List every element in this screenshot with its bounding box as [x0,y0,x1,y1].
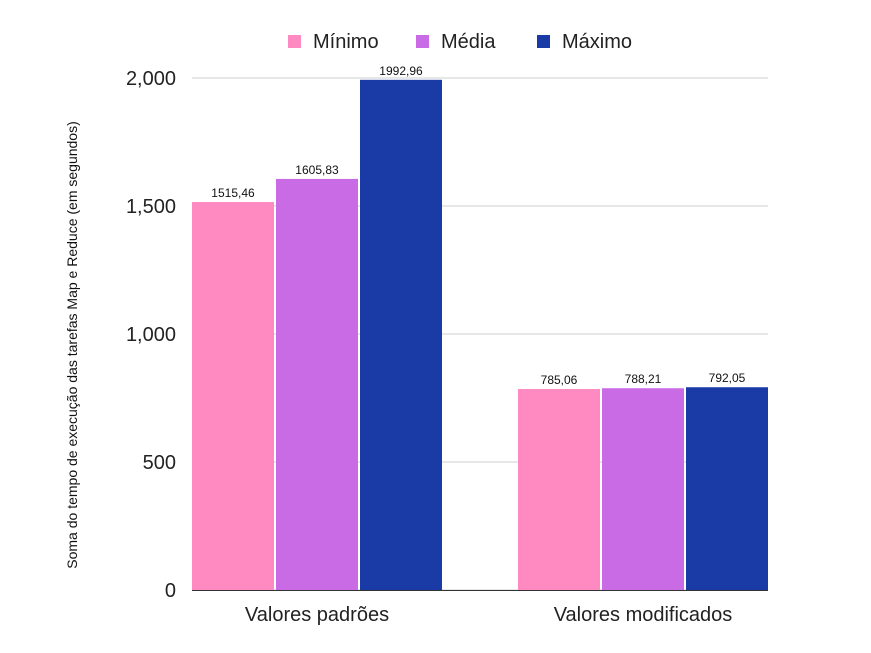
bar-value-label: 788,21 [625,372,662,386]
y-tick-label: 0 [165,580,176,602]
legend-swatch [288,35,301,48]
data-labels: 1515,46 1605,83 1992,96 785,06 788,21 792,05 [211,64,745,387]
bar-média [276,178,358,590]
bars [192,79,768,590]
bar-mínimo [518,389,600,590]
y-tick-label: 2,000 [126,68,176,90]
bar-value-label: 785,06 [541,373,578,387]
y-axis-title: Soma do tempo de execução das tarefas Ma… [64,121,80,568]
y-tick-label: 500 [143,452,176,474]
bar-máximo [360,79,442,590]
bar-value-label: 792,05 [709,371,746,385]
bar-value-label: 1515,46 [211,186,255,200]
axes: 0 500 1,000 1,500 2,000 Valores padrões Valore… [126,68,768,626]
bar-mínimo [192,202,274,590]
y-tick-label: 1,500 [126,196,176,218]
x-category-label: Valores padrões [245,604,389,626]
x-category-label: Valores modificados [554,604,733,626]
legend-swatch [537,35,550,48]
bar-média [602,388,684,590]
legend-label: Média [441,31,496,53]
bar-value-label: 1605,83 [295,163,339,177]
y-tick-label: 1,000 [126,324,176,346]
bar-máximo [686,387,768,590]
legend-label: Mínimo [313,31,379,53]
legend: Mínimo Média Máximo [288,31,632,53]
bar-value-label: 1992,96 [379,64,423,78]
legend-label: Máximo [562,31,632,53]
legend-swatch [416,35,429,48]
